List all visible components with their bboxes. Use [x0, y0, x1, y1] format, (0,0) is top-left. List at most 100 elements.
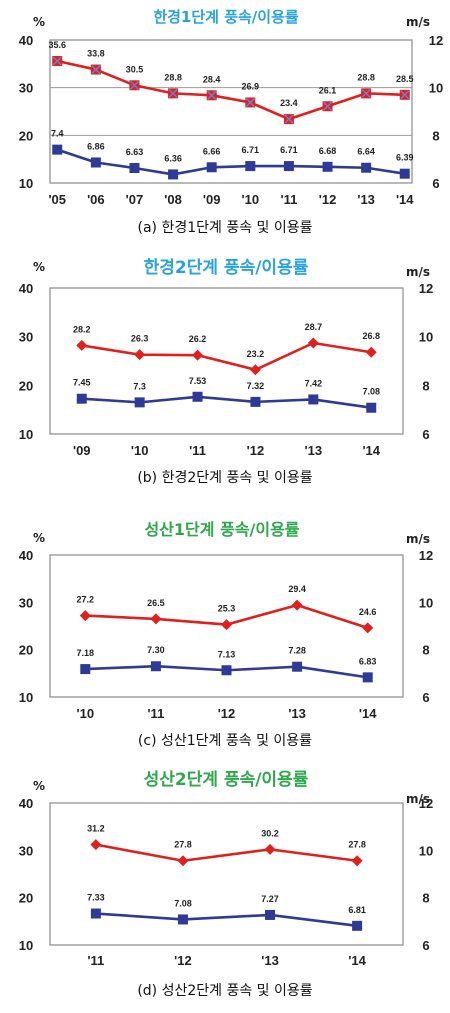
wind-speed-label: 7.42 [305, 378, 323, 388]
utilization-rate-point [177, 855, 189, 867]
wind-speed-label: 7.28 [288, 646, 306, 656]
right-tick-label: 8 [432, 128, 439, 143]
x-tick-label: '13 [288, 706, 306, 721]
utilization-rate-label: 26.8 [362, 331, 380, 341]
left-axis-unit: % [33, 260, 45, 274]
x-tick-label: '13 [357, 192, 375, 207]
wind-speed-line [56, 148, 405, 176]
utilization-rate-label: 26.2 [189, 334, 207, 344]
wind-speed-line [81, 395, 372, 410]
utilization-rate-point [351, 855, 363, 867]
utilization-rate-point [134, 349, 146, 361]
utilization-rate-point [90, 64, 101, 75]
right-tick-label: 12 [419, 281, 433, 296]
utilization-rate-label: 26.5 [147, 598, 165, 608]
utilization-rate-label: 25.3 [218, 604, 236, 614]
x-tick-label: '10 [131, 443, 149, 458]
wind-speed-label: 6.66 [203, 146, 221, 156]
wind-speed-label: 7.4 [51, 129, 64, 139]
wind-speed-point [206, 162, 217, 173]
chart-panel-2: 한경2단계 풍속/이용률% m/s 40 30 20 10 12 10 8 6 '09 '10 '11 '… [19, 258, 433, 486]
left-tick-label: 10 [19, 690, 33, 705]
x-tick-label: '12 [174, 953, 192, 968]
wind-speed-label: 6.71 [280, 145, 298, 155]
utilization-rate-point [264, 843, 276, 855]
right-axis-unit: m/s [406, 15, 430, 29]
right-tick-label: 10 [419, 330, 433, 345]
x-tick-label: '08 [164, 192, 182, 207]
wind-speed-point [308, 394, 319, 405]
chart-caption: (a) 한경1단계 풍속 및 이용률 [137, 220, 312, 236]
utilization-rate-point [150, 613, 162, 625]
wind-speed-label: 6.83 [359, 656, 377, 666]
chart-caption: (c) 성산1단계 풍속 및 이용률 [138, 733, 312, 749]
left-tick-label: 40 [19, 33, 33, 48]
utilization-rate-label: 26.1 [319, 85, 337, 95]
chart-caption: (d) 성산2단계 풍속 및 이용률 [137, 983, 312, 999]
wind-speed-point [366, 402, 377, 413]
utilization-rate-point [399, 89, 410, 100]
wind-speed-point [177, 914, 188, 925]
right-tick-label: 12 [419, 796, 433, 811]
utilization-rate-label: 27.8 [348, 840, 366, 850]
right-tick-label: 10 [419, 843, 433, 858]
wind-speed-point [250, 396, 261, 407]
utilization-rate-point [79, 610, 91, 622]
wind-speed-label: 7.30 [147, 645, 165, 655]
wind-speed-label: 6.63 [126, 147, 144, 157]
wind-speed-label: 6.36 [164, 153, 182, 163]
utilization-rate-line [95, 843, 358, 863]
wind-speed-label: 7.27 [261, 894, 279, 904]
x-tick-label: '13 [261, 953, 279, 968]
wind-speed-point [283, 161, 294, 172]
wind-speed-point [265, 909, 276, 920]
wind-speed-label: 7.53 [189, 376, 207, 386]
wind-speed-point [90, 157, 101, 168]
right-tick-label: 10 [419, 595, 433, 610]
plot-frame [49, 287, 404, 435]
wind-speed-point [76, 393, 87, 404]
x-tick-label: '07 [126, 192, 144, 207]
wind-speed-label: 7.3 [133, 381, 146, 391]
utilization-rate-point [307, 337, 319, 349]
x-tick-label: '05 [48, 192, 66, 207]
utilization-rate-label: 24.6 [359, 607, 377, 617]
utilization-rate-label: 29.4 [288, 584, 306, 594]
x-tick-label: '12 [319, 192, 337, 207]
right-tick-label: 8 [422, 891, 429, 906]
x-tick-label: '11 [147, 706, 164, 721]
wind-speed-point [80, 664, 91, 675]
wind-speed-label: 6.64 [357, 147, 375, 157]
utilization-rate-label: 27.8 [174, 840, 192, 850]
utilization-rate-label: 28.8 [357, 72, 375, 82]
wind-speed-label: 6.68 [319, 146, 337, 156]
wind-speed-point [245, 161, 256, 172]
x-tick-label: '12 [218, 706, 236, 721]
wind-speed-label: 6.81 [348, 905, 366, 915]
chart-panel-4: 성산2단계 풍속/이용률% m/s 40 30 20 10 12 10 8 6 '11 '12 '13 '… [19, 770, 433, 999]
utilization-rate-point [192, 349, 204, 361]
wind-speed-point [322, 161, 333, 172]
plot-frame [49, 802, 404, 946]
left-tick-label: 40 [19, 281, 33, 296]
utilization-rate-point [90, 839, 102, 851]
utilization-rate-label: 23.2 [247, 349, 265, 359]
chart-panel-1: 한경1단계 풍속/이용률% m/s 40 30 20 10 12 10 8 6 '05 '06 '07 '… [19, 8, 443, 236]
utilization-rate-point [52, 55, 63, 66]
right-tick-label: 12 [419, 548, 433, 563]
left-tick-label: 20 [19, 378, 33, 393]
wind-speed-point [52, 144, 63, 155]
wind-speed-label: 7.18 [77, 648, 95, 658]
chart-title: 한경1단계 풍속/이용률 [153, 8, 299, 26]
utilization-rate-label: 26.3 [131, 334, 149, 344]
wind-speed-point [362, 672, 373, 683]
wind-speed-point [192, 391, 203, 402]
right-axis-unit: m/s [406, 532, 430, 546]
utilization-rate-point [365, 346, 377, 358]
utilization-rate-label: 27.2 [77, 595, 95, 605]
utilization-rate-line [81, 341, 372, 372]
plot-frame [49, 39, 413, 184]
left-axis-unit: % [33, 15, 45, 29]
utilization-rate-label: 33.8 [87, 49, 105, 59]
left-tick-label: 20 [19, 891, 33, 906]
